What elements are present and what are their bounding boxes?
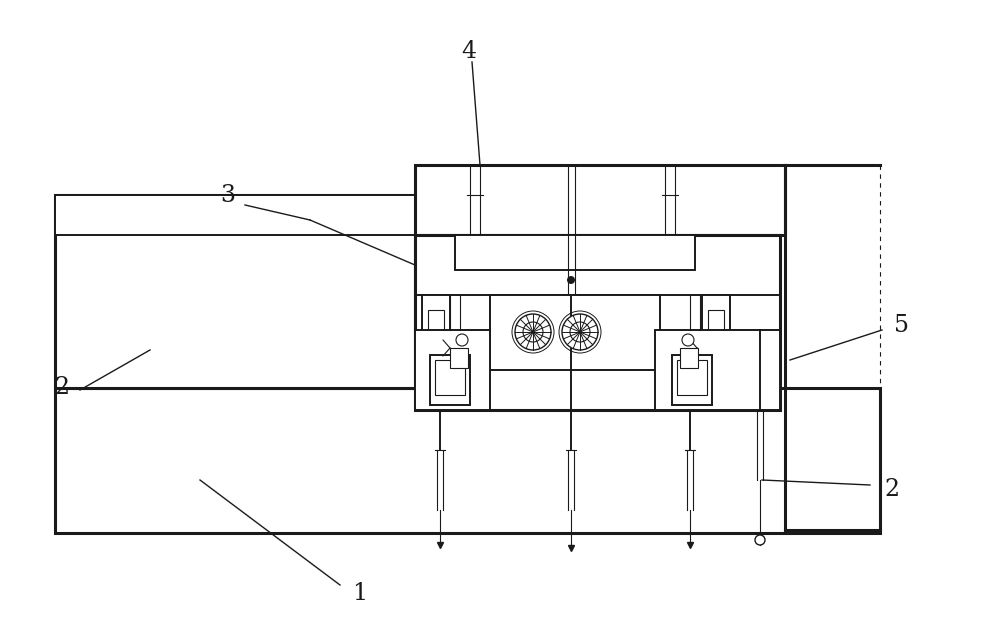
Bar xyxy=(455,235,695,270)
Text: 1: 1 xyxy=(352,581,368,604)
Bar xyxy=(435,360,465,395)
Text: 5: 5 xyxy=(894,314,908,336)
Bar xyxy=(680,348,698,368)
Text: 3: 3 xyxy=(220,184,236,208)
Bar xyxy=(430,355,470,405)
Circle shape xyxy=(755,535,765,545)
Bar xyxy=(702,295,730,410)
Bar xyxy=(415,330,490,410)
Bar xyxy=(490,295,660,370)
Bar xyxy=(655,330,780,410)
Bar xyxy=(415,235,780,410)
Bar xyxy=(708,310,724,370)
Text: 2: 2 xyxy=(884,479,900,501)
Circle shape xyxy=(515,314,551,350)
Bar xyxy=(55,388,880,533)
Circle shape xyxy=(562,314,598,350)
Bar xyxy=(55,195,415,235)
Circle shape xyxy=(682,334,694,346)
Bar xyxy=(672,355,712,405)
Circle shape xyxy=(456,334,468,346)
Circle shape xyxy=(523,322,543,342)
Bar xyxy=(428,310,444,370)
Bar xyxy=(55,195,415,388)
Bar xyxy=(450,348,468,368)
Text: 4: 4 xyxy=(461,41,477,64)
Circle shape xyxy=(570,322,590,342)
Bar xyxy=(677,360,707,395)
Bar xyxy=(422,295,450,410)
Circle shape xyxy=(567,276,575,284)
Text: 2: 2 xyxy=(54,376,70,399)
Bar xyxy=(415,165,785,235)
